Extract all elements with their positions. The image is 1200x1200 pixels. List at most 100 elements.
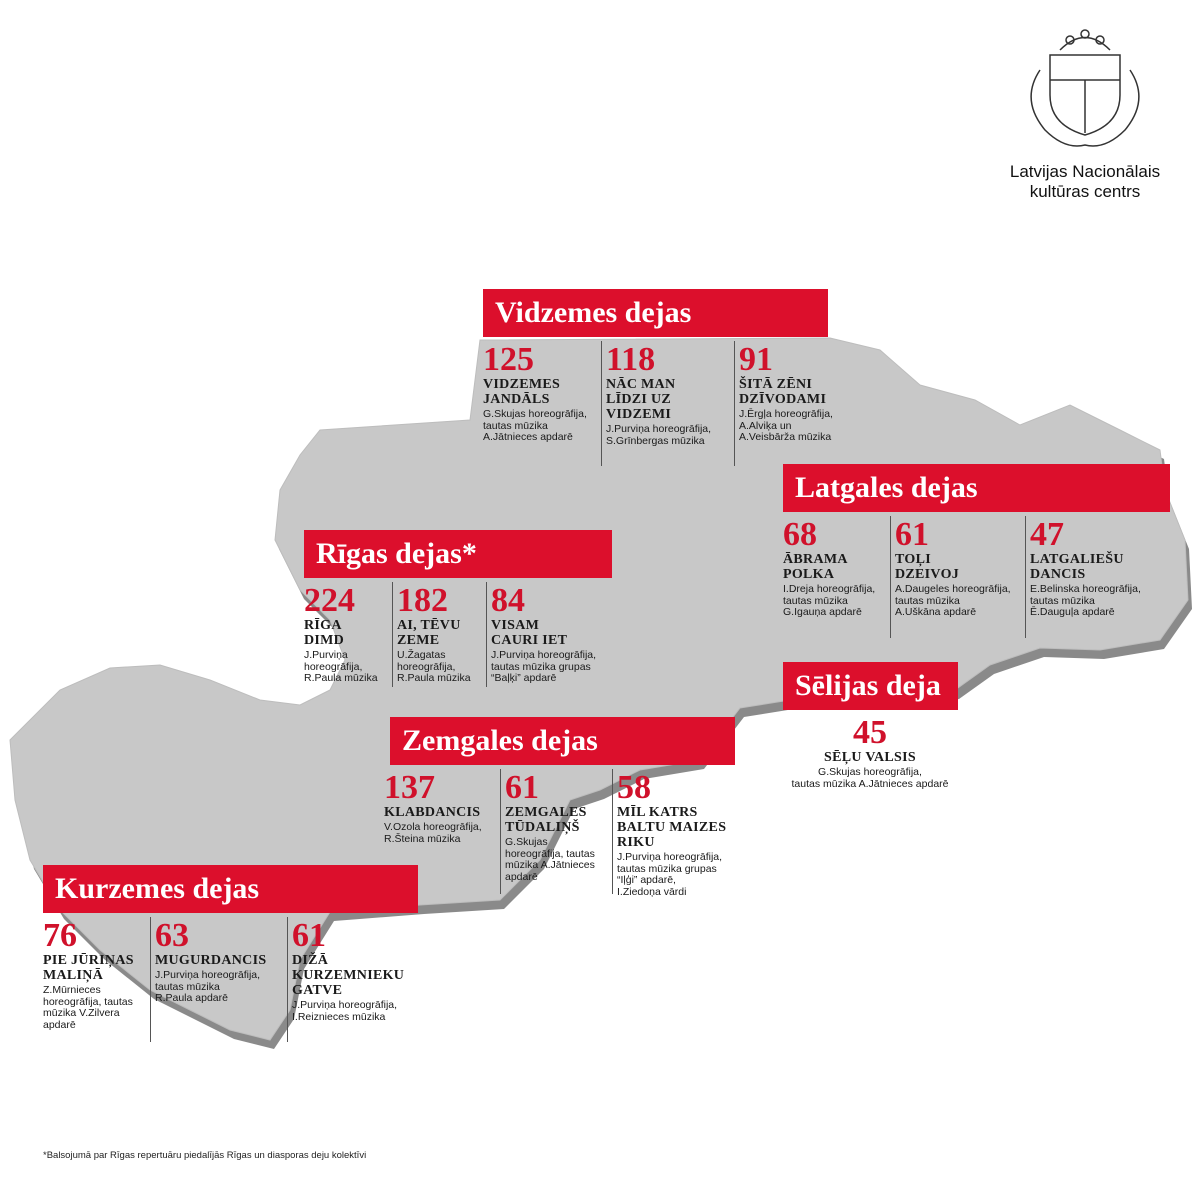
logo-text: kultūras centrs — [1029, 182, 1141, 201]
dance-credits: tautas mūzika — [895, 594, 960, 607]
dance-credits: Z.Mūrnieces — [43, 984, 101, 996]
column-separator — [890, 516, 891, 638]
dance-name: MĪL KATRS — [617, 805, 698, 820]
region-header: Latgales dejas — [783, 464, 1170, 512]
region-header: Kurzemes dejas — [43, 865, 418, 913]
map-land — [9, 337, 1189, 1041]
column-separator — [601, 341, 602, 466]
vote-count: 61 — [895, 516, 929, 553]
dance-credits: A.Uškāna apdarē — [895, 606, 977, 618]
dance-name: MALIŅĀ — [43, 968, 104, 983]
dance-name: VIDZEMES — [483, 377, 561, 392]
dance-credits: mūzika V.Zilvera — [43, 1007, 120, 1019]
dance-name: DZEIVOJ — [895, 567, 960, 582]
vote-count: 137 — [384, 769, 435, 806]
vote-count: 84 — [491, 582, 525, 619]
footnote: *Balsojumā par Rīgas repertuāru piedalīj… — [43, 1150, 367, 1161]
dance-credits: A.Jātnieces apdarē — [483, 431, 573, 443]
dance-name: RIKU — [617, 835, 655, 850]
vote-count: 91 — [739, 341, 773, 378]
region-header: Sēlijas deja — [783, 662, 958, 710]
column-separator — [1025, 516, 1026, 638]
dance-credits: U.Žagatas — [397, 649, 446, 661]
dance-credits: R.Šteina mūzika — [384, 832, 461, 845]
dance-name: TŪDALIŅŠ — [505, 820, 580, 835]
dance-credits: horeogrāfija, — [397, 660, 456, 673]
dance-name: ZEMGALES — [505, 805, 587, 820]
dance-credits: J.Ērgļa horeogrāfija, — [739, 408, 833, 420]
dance-name: LATGALIEŠU — [1030, 552, 1124, 567]
vote-count: 68 — [783, 516, 817, 553]
column-separator — [287, 917, 288, 1042]
column-separator — [150, 917, 151, 1042]
dance-name: DIŽĀ — [292, 953, 329, 968]
dance-name: RĪGA — [304, 618, 342, 633]
dance-credits: G.Igauņa apdarē — [783, 606, 862, 618]
dance-name: ŠITĀ ZĒNI — [739, 377, 813, 392]
dance-credits: J.Purviņa horeogrāfija, — [617, 851, 723, 863]
vote-count: 63 — [155, 917, 189, 954]
dance-name: KURZEMNIEKU — [292, 968, 405, 983]
dance-credits: E.Belinska horeogrāfija, — [1030, 583, 1141, 595]
dance-name: VIDZEMI — [606, 407, 672, 422]
vote-count: 47 — [1030, 516, 1064, 553]
dance-credits: tautas mūzika — [155, 980, 220, 993]
dance-name: ZEME — [397, 633, 440, 648]
vote-count: 182 — [397, 582, 448, 619]
dance-name: AI, TĒVU — [397, 618, 461, 633]
dance-credits: apdarē — [505, 870, 538, 883]
coat-of-arms — [1030, 29, 1140, 147]
region-header: Zemgales dejas — [390, 717, 735, 765]
dance-credits: G.Skujas — [505, 836, 548, 848]
dance-credits: horeogrāfija, tautas — [505, 847, 595, 860]
dance-credits: I.Ziedoņa vārdi — [617, 885, 687, 898]
dance-credits: J.Purviņa horeogrāfija, — [155, 969, 261, 981]
vote-count: 118 — [606, 341, 656, 378]
dance-credits: I.Dreja horeogrāfija, — [783, 583, 876, 595]
dance-name: POLKA — [783, 567, 835, 582]
dance-credits: G.Skujas horeogrāfija, — [483, 408, 587, 420]
dance-credits: tautas mūzika — [483, 419, 548, 432]
vote-count: 76 — [43, 917, 77, 954]
dance-credits: R.Paula mūzika — [397, 672, 471, 684]
vote-count: 58 — [617, 769, 651, 806]
dance-name: CAURI IET — [491, 633, 568, 648]
dance-credits: J.Purviņa horeogrāfija, — [606, 423, 712, 435]
column-separator — [392, 582, 393, 687]
dance-name: PIE JŪRIŅAS — [43, 953, 134, 968]
dance-credits: tautas mūzika — [783, 594, 848, 607]
dance-credits: V.Ozola horeogrāfija, — [384, 821, 482, 833]
dance-name: DANCIS — [1030, 567, 1086, 582]
dance-credits: tautas mūzika grupas — [617, 862, 717, 875]
dance-credits: J.Purviņa horeogrāfija, — [292, 999, 398, 1011]
dance-credits: I.Reiznieces mūzika — [292, 1010, 386, 1023]
dance-credits: A.Veisbārža mūzika — [739, 431, 832, 443]
dance-credits: Ē.Dauguļa apdarē — [1030, 606, 1115, 618]
dance-name: ĀBRAMA — [783, 552, 848, 567]
dance-name: DZĪVODAMI — [739, 392, 827, 407]
vote-count: 45 — [853, 714, 887, 751]
dance-name: VISAM — [491, 618, 540, 633]
dance-credits: horeogrāfija, — [304, 660, 363, 673]
region-header: Rīgas dejas* — [304, 530, 612, 578]
logo-text: Latvijas Nacionālais — [1009, 162, 1161, 181]
dance-credits: “Iļģi” apdarē, — [617, 874, 676, 886]
dance-credits: G.Skujas horeogrāfija, — [818, 766, 922, 778]
dance-credits: “Baļķi” apdarē — [491, 672, 557, 684]
dance-credits: horeogrāfija, tautas — [43, 995, 133, 1008]
dance-name: BALTU MAIZES — [617, 820, 727, 835]
vote-count: 125 — [483, 341, 534, 378]
dance-name: GATVE — [292, 983, 343, 998]
dance-name: NĀC MAN — [606, 377, 676, 392]
vote-count: 224 — [304, 582, 355, 619]
dance-name: KLABDANCIS — [384, 805, 481, 820]
dance-credits: A.Daugeles horeogrāfija, — [895, 583, 1011, 595]
dance-name: DIMD — [304, 633, 345, 648]
dance-credits: R.Paula mūzika — [304, 672, 378, 684]
vote-count: 61 — [292, 917, 326, 954]
dance-name: LĪDZI UZ — [606, 392, 672, 407]
column-separator — [500, 769, 501, 894]
dance-credits: R.Paula apdarē — [155, 992, 228, 1004]
column-separator — [612, 769, 613, 894]
